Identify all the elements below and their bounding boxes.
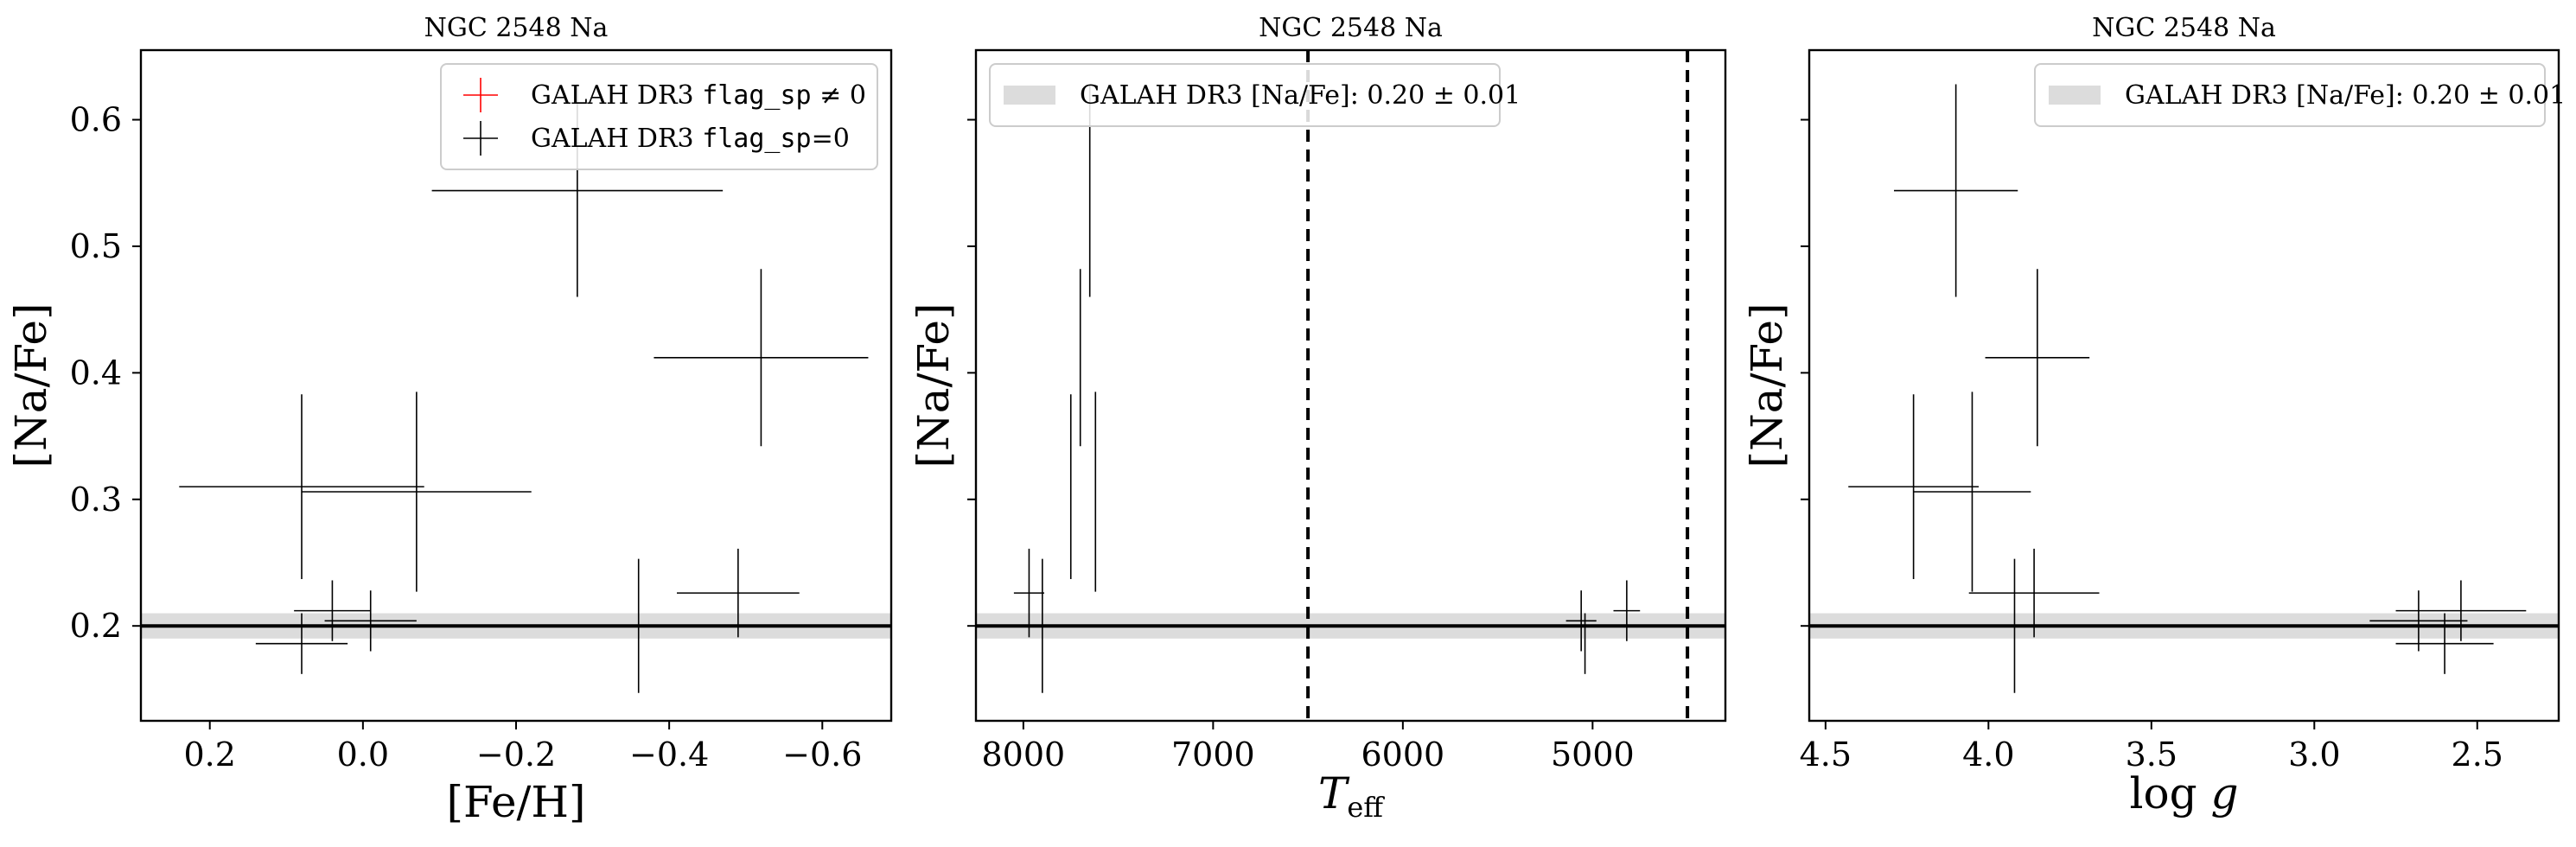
data-point — [179, 394, 424, 580]
panel-2: 8000 7000 6000 5000 NGC 2548 Na Teff [Na/Fe] GA… — [909, 13, 1727, 824]
x-axis-label: Teff — [1318, 768, 1385, 824]
x-tick-label: 6000 — [1361, 736, 1445, 774]
panel-title: NGC 2548 Na — [1259, 13, 1443, 43]
data-point — [1894, 84, 2018, 297]
data-point — [654, 269, 869, 447]
y-tick-label: 0.6 — [70, 101, 122, 139]
data-point — [2395, 613, 2494, 674]
x-axis-label: log g — [2129, 768, 2238, 818]
x-axis-label: [Fe/H] — [446, 777, 585, 827]
data-point — [2369, 590, 2468, 652]
data-point — [677, 548, 800, 638]
legend-label: GALAH DR3 [Na/Fe]: 0.20 ± 0.01 — [2125, 80, 2566, 111]
y-axis-label: [Na/Fe] — [1742, 303, 1792, 468]
y-axis-label: [Na/Fe] — [909, 303, 959, 468]
x-tick-label: −0.4 — [629, 736, 709, 774]
legend-frame — [989, 63, 1501, 127]
data-point — [255, 613, 348, 674]
y-tick-label: 0.3 — [70, 481, 122, 519]
x-tick-label: 8000 — [982, 736, 1066, 774]
x-tick-label: 3.5 — [2126, 736, 2177, 774]
x-tick-label: 4.5 — [1800, 736, 1852, 774]
x-tick-label: 0.0 — [337, 736, 389, 774]
x-tick-label: −0.2 — [476, 736, 556, 774]
legend-frame — [2034, 63, 2546, 127]
x-tick-label: −0.6 — [782, 736, 862, 774]
legend-entry: GALAH DR3 [Na/Fe]: 0.20 ± 0.01 — [1004, 80, 1521, 111]
legend-frame — [440, 63, 878, 170]
axes-frame — [1808, 48, 2560, 723]
data-point — [324, 590, 417, 652]
data-point — [302, 392, 532, 592]
data-point — [1968, 548, 2100, 638]
legend-swatch — [1004, 86, 1055, 105]
y-tick-label: 0.5 — [70, 227, 122, 265]
legend: GALAH DR3 flag_sp ≠ 0 GALAH DR3 flag_sp=0 — [440, 63, 878, 170]
x-tick-label: 2.5 — [2452, 736, 2503, 774]
data-point — [294, 580, 371, 641]
legend-label: GALAH DR3 [Na/Fe]: 0.20 ± 0.01 — [1080, 80, 1521, 111]
panel-title: NGC 2548 Na — [424, 13, 609, 43]
legend-label: GALAH DR3 flag_sp ≠ 0 — [531, 80, 866, 111]
legend-label: GALAH DR3 flag_sp=0 — [531, 124, 850, 154]
data-point — [1013, 548, 1045, 638]
data-point — [1848, 394, 1980, 580]
x-tick-label: 5000 — [1551, 736, 1635, 774]
legend-swatch — [2049, 86, 2101, 105]
data-point — [1913, 392, 2031, 592]
x-tick-label: 4.0 — [1962, 736, 2014, 774]
panel-1: 0.2 0.0 −0.2 −0.4 −0.6 0.2 0.3 0.4 0.5 0.6 NGC 254… — [6, 13, 893, 827]
x-tick-label: 0.2 — [183, 736, 235, 774]
y-axis-label: [Na/Fe] — [6, 303, 56, 468]
legend-entry: GALAH DR3 flag_sp ≠ 0 — [463, 78, 866, 112]
legend-entry: GALAH DR3 flag_sp=0 — [463, 121, 850, 156]
legend: GALAH DR3 [Na/Fe]: 0.20 ± 0.01 — [2034, 63, 2566, 127]
legend: GALAH DR3 [Na/Fe]: 0.20 ± 0.01 — [989, 63, 1521, 127]
data-point — [1565, 590, 1597, 652]
data-point — [2395, 580, 2527, 641]
x-tick-label: 3.0 — [2288, 736, 2340, 774]
legend-entry: GALAH DR3 [Na/Fe]: 0.20 ± 0.01 — [2049, 80, 2566, 111]
panel-3: 4.5 4.0 3.5 3.0 2.5 NGC 2548 Na log g [Na/Fe] GA… — [1742, 13, 2566, 818]
data-point — [1985, 269, 2090, 447]
data-point — [1613, 580, 1641, 641]
axes-frame — [974, 48, 1727, 723]
y-tick-label: 0.2 — [70, 607, 122, 645]
x-tick-label: 7000 — [1171, 736, 1255, 774]
y-tick-label: 0.4 — [70, 353, 122, 392]
panel-title: NGC 2548 Na — [2092, 13, 2276, 43]
